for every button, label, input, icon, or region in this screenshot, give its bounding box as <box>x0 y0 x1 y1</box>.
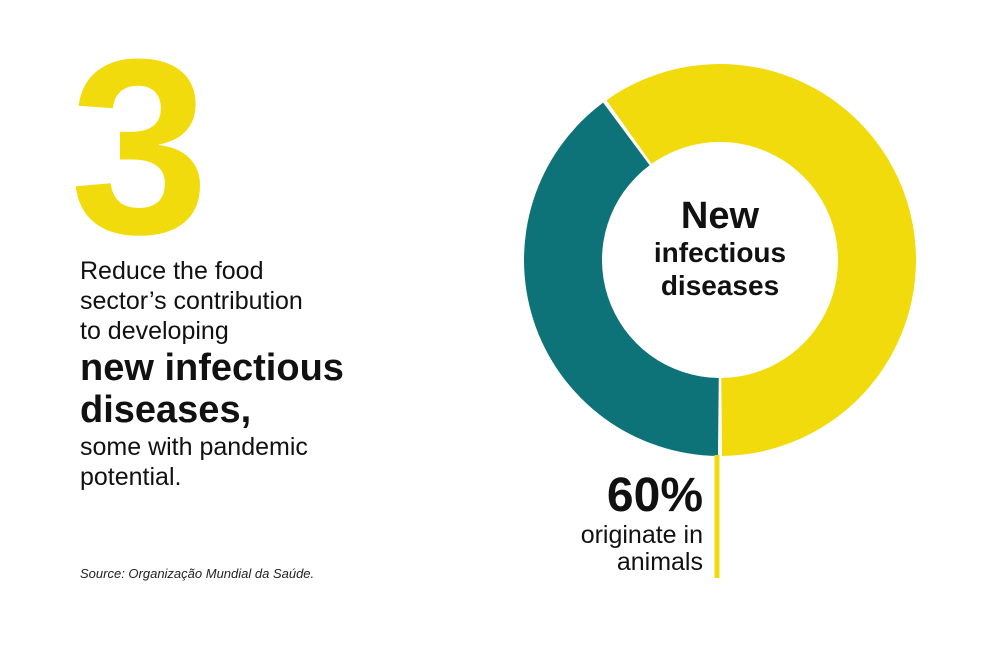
headline-text: Reduce the food sector’s contribution to… <box>80 256 420 492</box>
center-label-line-3: diseases <box>660 270 780 301</box>
headline-line-5: potential. <box>80 463 182 491</box>
headline-bold-line-1: new infectious <box>80 347 344 389</box>
headline-line-4: some with pandemic <box>80 433 308 461</box>
donut-slices <box>524 64 916 456</box>
slice-annotation-line-1: originate in <box>580 521 703 549</box>
headline-line-2: sector’s contribution <box>80 287 303 315</box>
big-number-3: 3 <box>70 7 209 286</box>
source-note: Source: Organização Mundial da Saúde. <box>80 566 315 581</box>
slice-annotation: 60% originate in animals <box>581 470 703 576</box>
center-label-line-2: infectious <box>653 237 787 268</box>
donut-slice-1 <box>606 64 916 456</box>
slice-annotation-value: 60% <box>606 469 703 522</box>
donut-slice-2 <box>524 102 719 456</box>
headline-line-1: Reduce the food <box>80 257 264 285</box>
donut-center-label: New infectious diseases <box>620 196 820 302</box>
center-label-line-1: New <box>680 195 760 237</box>
headline-line-3: to developing <box>80 317 229 345</box>
slice-annotation-line-2: animals <box>616 548 703 576</box>
headline-bold-line-2: diseases, <box>80 389 252 431</box>
